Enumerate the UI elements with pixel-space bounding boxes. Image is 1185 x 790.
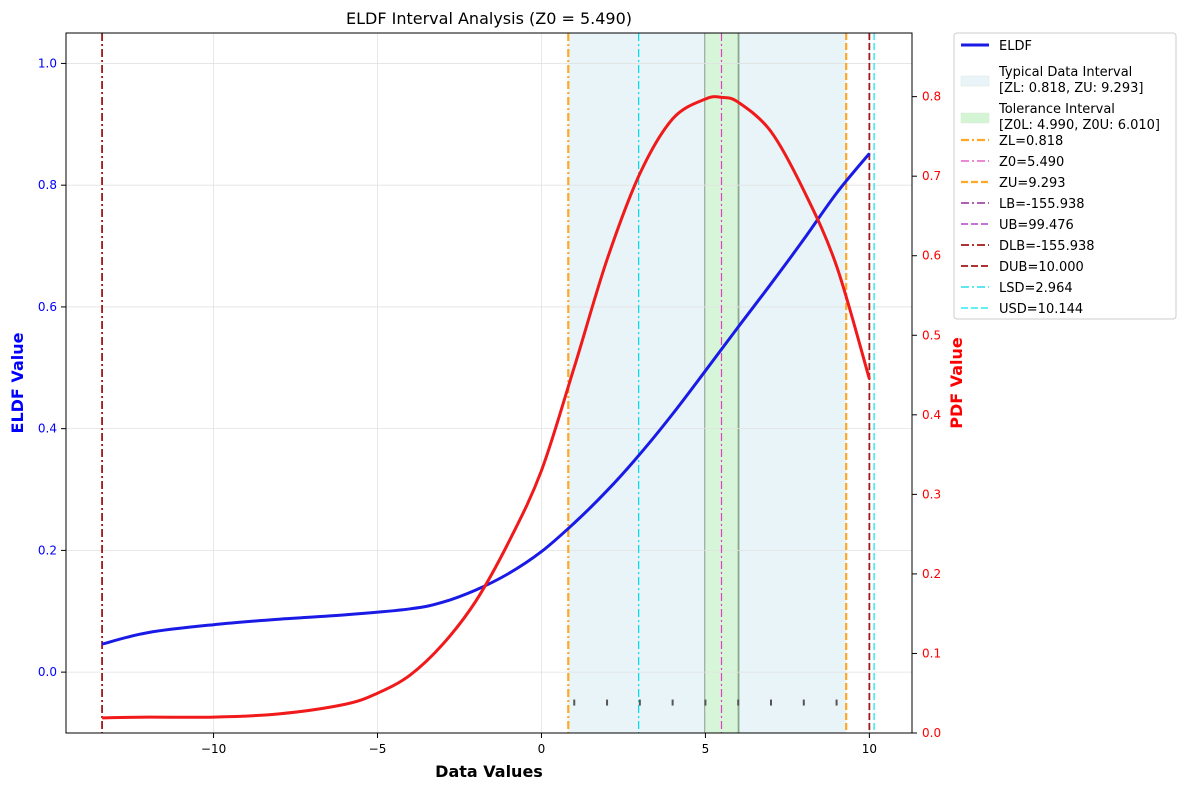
x-tick-label: 0	[538, 742, 546, 756]
chart-title: ELDF Interval Analysis (Z0 = 5.490)	[346, 9, 632, 28]
y-right-tick-label: 0.6	[922, 249, 941, 263]
legend-label-10: LSD=2.964	[999, 281, 1073, 296]
legend-label-9: DUB=10.000	[999, 260, 1084, 275]
legend-label-0: ELDF	[999, 39, 1032, 54]
y-axis-label-left: ELDF Value	[8, 332, 27, 433]
x-axis-label: Data Values	[435, 762, 543, 781]
legend-label-2-line2: [Z0L: 4.990, Z0U: 6.010]	[999, 118, 1160, 133]
y-right-tick-label: 0.5	[922, 328, 941, 342]
y-left-tick-label: 0.0	[38, 665, 57, 679]
y-left-tick-label: 0.6	[38, 300, 57, 314]
x-tick-label: 5	[702, 742, 710, 756]
y-left-tick-label: 0.4	[38, 422, 57, 436]
y-left-tick-label: 0.2	[38, 543, 57, 557]
legend-label-8: DLB=-155.938	[999, 239, 1095, 254]
y-left-tick-label: 0.8	[38, 178, 57, 192]
axes-frame	[65, 32, 913, 734]
y-right-tick-label: 0.4	[922, 408, 941, 422]
x-tick-label: −5	[369, 742, 387, 756]
legend-label-7: UB=99.476	[999, 218, 1074, 233]
y-right-tick-label: 0.3	[922, 487, 941, 501]
legend-label-11: USD=10.144	[999, 302, 1083, 317]
series-pdf-line	[102, 95, 871, 720]
legend-swatch-2	[960, 112, 990, 124]
y-right-tick-label: 0.1	[922, 646, 941, 660]
y-right-tick-label: 0.8	[922, 90, 941, 104]
series-eldf-line	[101, 152, 871, 646]
legend-label-4: Z0=5.490	[999, 155, 1064, 170]
legend-label-1: Typical Data Interval	[998, 65, 1132, 80]
y-left-tick-label: 1.0	[38, 56, 57, 70]
x-tick-label: −10	[201, 742, 226, 756]
legend-label-6: LB=-155.938	[999, 197, 1085, 212]
legend: ELDF Typical Data Interval[ZL: 0.818, ZU:…	[953, 32, 1177, 320]
legend-label-5: ZU=9.293	[999, 176, 1066, 191]
legend-label-3: ZL=0.818	[999, 134, 1063, 149]
legend-label-2: Tolerance Interval	[998, 102, 1115, 117]
legend-swatch-1	[960, 75, 990, 87]
y-right-tick-label: 0.0	[922, 726, 941, 740]
plot-area: −10 −5 0 5 10 0.0 0.2 0.4 0.6 0.8 1.0 0.0 0.1 0.2 0.3 0…	[38, 32, 941, 756]
y-right-tick-label: 0.7	[922, 169, 941, 183]
legend-box	[953, 32, 1177, 320]
y-right-tick-label: 0.2	[922, 567, 941, 581]
x-tick-label: 10	[862, 742, 877, 756]
legend-label-1-line2: [ZL: 0.818, ZU: 9.293]	[999, 81, 1143, 96]
y-axis-label-right: PDF Value	[947, 337, 966, 429]
